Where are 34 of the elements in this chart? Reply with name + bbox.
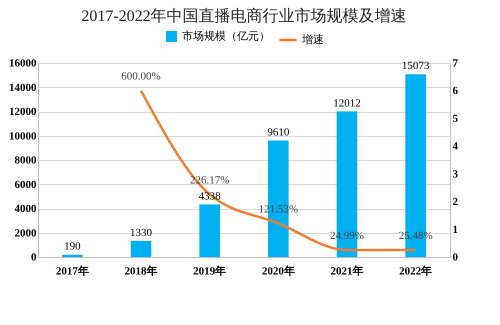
data-label: 12012 [333, 97, 361, 110]
y-tick-label: 10000 [9, 130, 37, 142]
y-tick-label: 4000 [14, 203, 37, 215]
y-tick-label: 0 [31, 252, 37, 264]
y2-tick-label: 6 [452, 85, 458, 98]
y-tick-label: 6000 [14, 178, 37, 191]
data-label: 15073 [402, 60, 430, 72]
y2-tick-label: 4 [452, 140, 458, 153]
chart-title: 2017-2022年中国直播电商行业市场规模及增速 [81, 7, 407, 25]
y2-tick-label: 0 [452, 252, 458, 264]
x-tick-label: 2018年 [124, 264, 158, 278]
y2-tick-label: 1 [452, 224, 458, 236]
data-label: 9610 [267, 126, 290, 138]
legend-label: 市场规模（亿元） [182, 30, 270, 42]
y-tick-label: 16000 [9, 58, 37, 70]
data-label: 1330 [130, 226, 152, 239]
y-tick-label: 14000 [9, 82, 37, 94]
x-tick-label: 2021年 [330, 264, 364, 278]
x-tick-label: 2022年 [399, 264, 432, 278]
y-tick-label: 2000 [14, 227, 37, 240]
bar [130, 240, 152, 257]
y2-tick-label: 7 [452, 58, 458, 70]
data-label: 600.00% [121, 70, 161, 83]
y2-tick-label: 2 [452, 196, 458, 208]
y-tick-label: 8000 [14, 154, 37, 166]
x-tick-label: 2019年 [193, 264, 226, 278]
x-tick-label: 2020年 [262, 264, 295, 278]
bar [199, 204, 220, 257]
y2-tick-label: 5 [452, 112, 458, 125]
legend-label: 增速 [301, 33, 324, 46]
x-tick-label: 2017年 [56, 264, 89, 278]
y2-tick-label: 3 [452, 168, 458, 180]
data-label: 190 [64, 240, 82, 253]
y-tick-label: 12000 [9, 106, 37, 118]
